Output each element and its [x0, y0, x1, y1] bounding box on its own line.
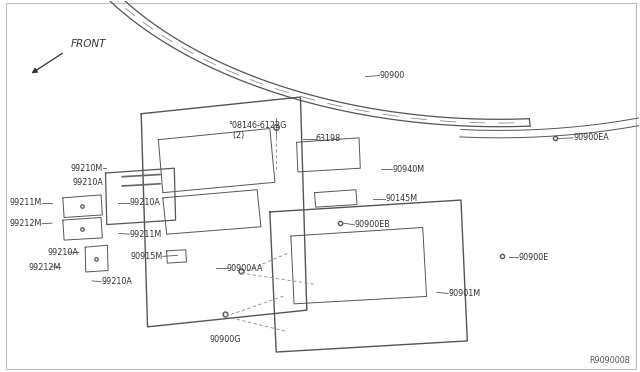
- Text: 90940M: 90940M: [392, 165, 424, 174]
- Text: 99212M: 99212M: [10, 219, 42, 228]
- Text: 99210A: 99210A: [72, 178, 103, 187]
- Text: 99211M: 99211M: [130, 230, 162, 239]
- Text: 99210A: 99210A: [48, 248, 79, 257]
- Text: 99211M: 99211M: [10, 198, 42, 207]
- Text: 90900G: 90900G: [209, 335, 241, 344]
- Text: 90900AA: 90900AA: [227, 264, 263, 273]
- Text: 90900: 90900: [380, 71, 404, 80]
- Text: 90900EB: 90900EB: [355, 221, 390, 230]
- Text: R9090008: R9090008: [589, 356, 630, 365]
- Text: 90915M: 90915M: [131, 252, 163, 261]
- Text: 99212M: 99212M: [29, 263, 61, 272]
- Text: 99210A: 99210A: [101, 277, 132, 286]
- Text: FRONT: FRONT: [71, 39, 107, 49]
- Text: 90145M: 90145M: [385, 195, 417, 203]
- Text: 99210A: 99210A: [130, 198, 161, 207]
- Text: 99210M: 99210M: [70, 164, 103, 173]
- Text: 63198: 63198: [316, 134, 341, 143]
- Text: 90900E: 90900E: [518, 253, 548, 262]
- Text: 90900EA: 90900EA: [573, 133, 609, 142]
- Text: °08146-6122G
  (2): °08146-6122G (2): [228, 121, 287, 140]
- Text: 90901M: 90901M: [448, 289, 481, 298]
